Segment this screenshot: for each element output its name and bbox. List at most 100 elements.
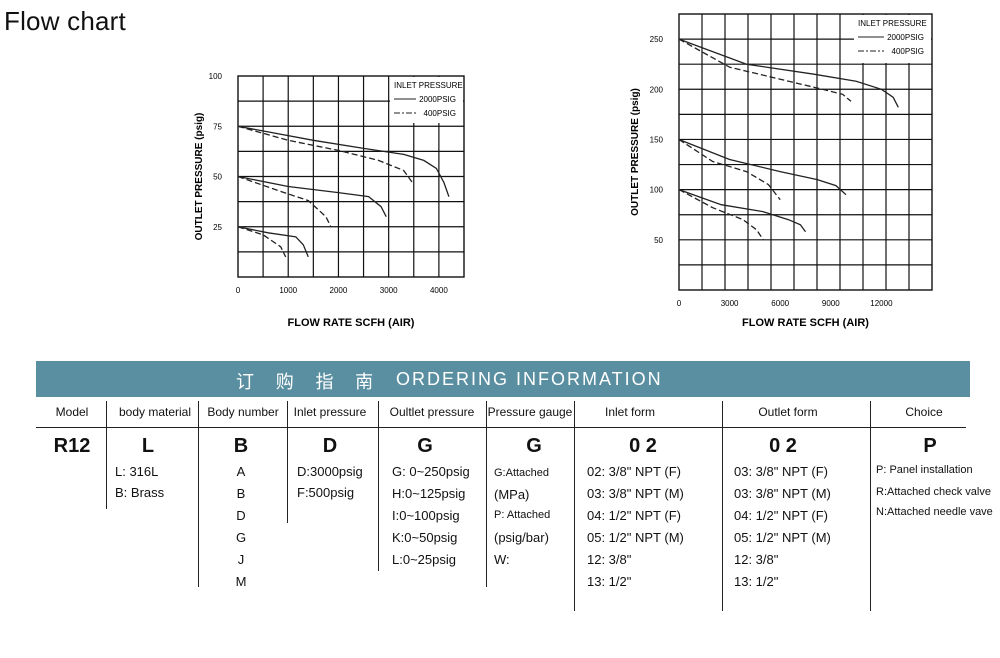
- y-tick-label: 100: [209, 72, 223, 81]
- series-line-2000psig: [678, 188, 807, 233]
- ordering-title-en: ORDERING INFORMATION: [396, 369, 663, 389]
- x-tick-label: 9000: [822, 299, 840, 308]
- x-tick-label: 0: [236, 286, 241, 295]
- column-option: G:Attached: [494, 467, 550, 479]
- series-line-2000psig: [237, 226, 309, 258]
- x-tick-label: 1000: [279, 286, 297, 295]
- flow-chart-left: INLET PRESSURE 2000PSIG 400PSIG 0 1000 2000 30…: [194, 72, 465, 329]
- table-divider: [106, 401, 107, 509]
- series-line-2000psig: [678, 38, 899, 108]
- x-tick-label: 12000: [870, 299, 893, 308]
- column-option: H:0~125psig: [392, 486, 466, 501]
- column-header: Oultlet pressure: [389, 405, 475, 419]
- column-option: P: Panel installation: [876, 464, 973, 476]
- table-divider: [378, 401, 379, 571]
- column-header: body material: [118, 405, 192, 419]
- column-code: G: [526, 435, 542, 457]
- table-divider: [722, 401, 723, 611]
- series-line-400psig: [237, 125, 415, 185]
- table-divider: [287, 401, 288, 523]
- y-tick-label: 75: [213, 122, 222, 131]
- y-tick-label: 150: [650, 135, 664, 144]
- legend-title: INLET PRESSURE: [394, 81, 463, 90]
- y-tick-label: 200: [650, 85, 664, 94]
- series-line-400psig: [678, 138, 781, 201]
- ordering-banner: 订 购 指 南 ORDERING INFORMATION: [36, 361, 970, 397]
- series-line-400psig: [678, 38, 852, 102]
- column-option: J: [237, 552, 245, 567]
- column-option: P: Attached: [494, 509, 551, 521]
- column-option: A: [236, 464, 246, 479]
- series-line-400psig: [237, 175, 332, 228]
- y-tick-label: 25: [213, 223, 222, 232]
- x-axis-label: FLOW RATE SCFH (AIR): [742, 317, 869, 329]
- column-option: D: [236, 508, 246, 523]
- column-option: F:500psig: [297, 485, 355, 500]
- column-header: Body number: [207, 405, 279, 419]
- column-option: (psig/bar): [494, 530, 549, 545]
- column-option: 13: 1/2": [587, 574, 632, 589]
- legend-entry: 2000PSIG: [887, 33, 924, 42]
- column-header: Pressure gauge: [487, 405, 573, 419]
- flow-chart-right: INLET PRESSURE 2000PSIG 400PSIG 0 3000 6000 90…: [630, 13, 933, 329]
- header-rule: [36, 427, 966, 428]
- column-option: M: [235, 574, 247, 589]
- x-tick-label: 0: [677, 299, 682, 308]
- column-code: G: [417, 435, 433, 457]
- column-option: G: [235, 530, 247, 545]
- column-option: 03: 3/8" NPT (F): [734, 464, 828, 479]
- column-option: 04: 1/2" NPT (F): [734, 508, 828, 523]
- series-line-400psig: [678, 189, 764, 241]
- column-option: R:Attached check valve: [876, 486, 991, 498]
- legend-entry: 400PSIG: [892, 47, 924, 56]
- column-option: 13: 1/2": [734, 574, 779, 589]
- column-option: 03: 3/8" NPT (M): [734, 486, 831, 501]
- table-divider: [574, 401, 575, 611]
- column-code: L: [141, 435, 155, 457]
- column-code: R12: [53, 435, 91, 457]
- column-header: Model: [55, 405, 89, 419]
- column-option: 12: 3/8": [734, 552, 779, 567]
- column-option: B: Brass: [115, 485, 165, 500]
- x-axis-label: FLOW RATE SCFH (AIR): [288, 317, 415, 329]
- column-header: Inlet pressure: [293, 405, 367, 419]
- column-option: 05: 1/2" NPT (M): [587, 530, 684, 545]
- legend-box: [854, 15, 931, 63]
- column-option: W:: [494, 552, 510, 567]
- column-code: B: [233, 435, 249, 457]
- column-option: I:0~100psig: [392, 508, 460, 523]
- column-option: 03: 3/8" NPT (M): [587, 486, 684, 501]
- column-option: D:3000psig: [297, 464, 363, 479]
- column-option: L: 316L: [115, 464, 159, 479]
- table-divider: [870, 401, 871, 611]
- y-tick-label: 100: [650, 186, 664, 195]
- ordering-table: Model R12 body material L L: 316L B: Brass Bod…: [0, 397, 1000, 627]
- column-code: D: [322, 435, 338, 457]
- page-title: Flow chart: [4, 6, 126, 36]
- x-tick-label: 2000: [330, 286, 348, 295]
- x-tick-label: 3000: [721, 299, 739, 308]
- x-tick-label: 6000: [771, 299, 789, 308]
- legend-box: [390, 77, 463, 123]
- legend-entry: 400PSIG: [424, 109, 456, 118]
- column-code: 0 2: [769, 435, 797, 457]
- y-axis-label: OUTLET PRESSURE (psig): [194, 113, 205, 241]
- y-tick-label: 50: [213, 173, 222, 182]
- column-header: Choice: [905, 405, 943, 419]
- series-line-400psig: [237, 226, 287, 258]
- column-option: 12: 3/8": [587, 552, 632, 567]
- column-option: 04: 1/2" NPT (F): [587, 508, 681, 523]
- ordering-title-cn: 订 购 指 南: [236, 372, 382, 393]
- y-tick-label: 50: [654, 236, 663, 245]
- column-code: 0 2: [629, 435, 657, 457]
- series-line-2000psig: [237, 125, 450, 197]
- column-option: K:0~50psig: [392, 530, 458, 545]
- column-option: L:0~25psig: [392, 552, 456, 567]
- column-option: B: [236, 486, 246, 501]
- plot-frame: [678, 13, 933, 291]
- y-tick-label: 250: [650, 35, 664, 44]
- table-divider: [486, 401, 487, 587]
- column-option: N:Attached needle vave: [876, 506, 993, 518]
- x-tick-label: 4000: [430, 286, 448, 295]
- column-header: Inlet form: [604, 405, 656, 419]
